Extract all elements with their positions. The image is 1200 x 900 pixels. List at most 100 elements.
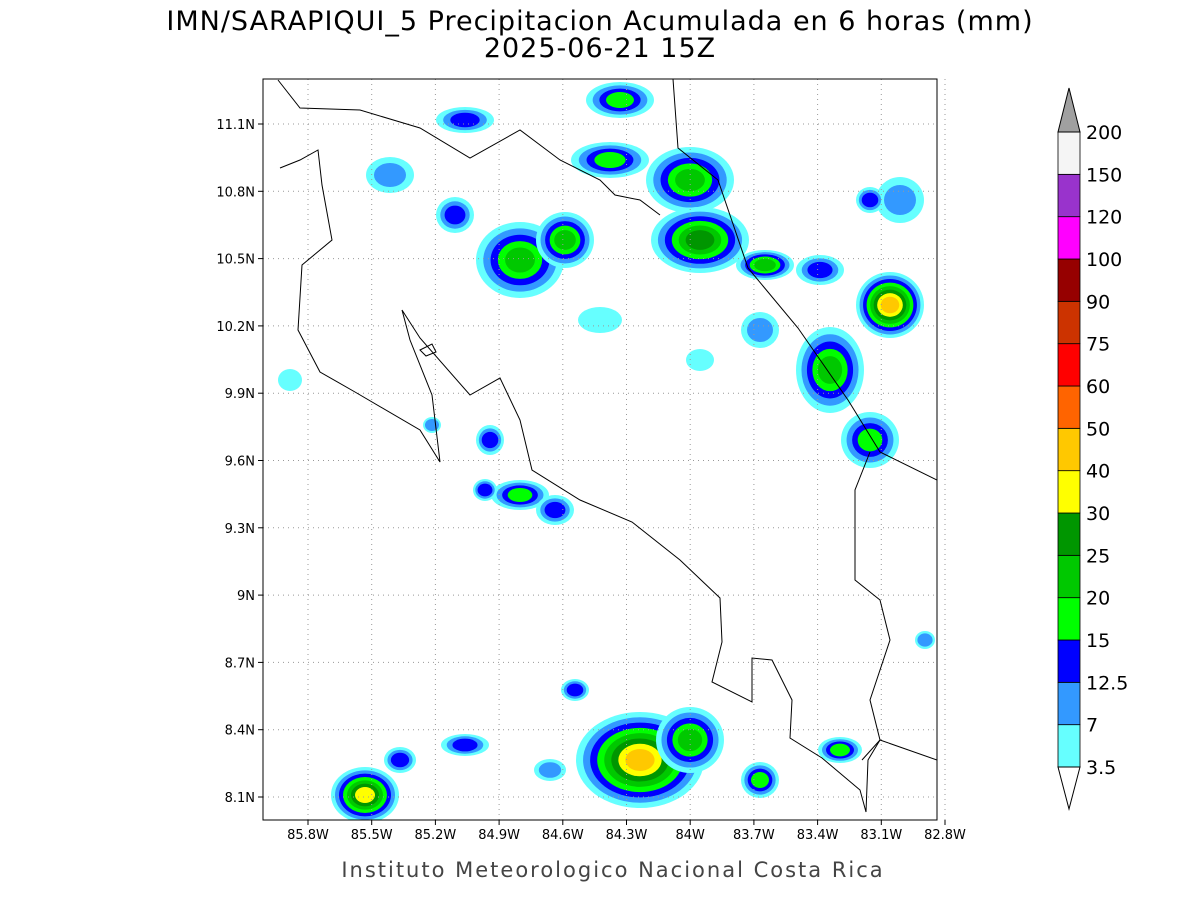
- precip-area: [686, 349, 714, 371]
- lat-tick-label: 9.9N: [225, 387, 255, 402]
- colorbar-segment: [1057, 554, 1081, 599]
- precip-area: [390, 752, 410, 768]
- precip-area: [830, 743, 850, 757]
- colorbar-over: [1057, 87, 1081, 133]
- lat-tick-label: 8.4N: [225, 724, 255, 739]
- colorbar-label: 90: [1086, 291, 1110, 313]
- map-area: [263, 79, 937, 820]
- lon-tick-label: 85.8W: [287, 828, 329, 843]
- precip-area: [444, 205, 466, 225]
- precip-area: [507, 488, 533, 502]
- coastlines: [277, 79, 937, 813]
- precip-area: [685, 230, 715, 250]
- precip-area: [747, 318, 773, 342]
- lon-tick-label: 84.3W: [606, 828, 648, 843]
- precip-area: [857, 428, 883, 452]
- colorbar-label: 200: [1086, 122, 1122, 144]
- colorbar-segment: [1057, 724, 1081, 768]
- precip-area: [450, 112, 480, 128]
- precip-area: [861, 192, 879, 208]
- precip-area: [278, 369, 302, 391]
- precip-area: [751, 772, 769, 788]
- colorbar-segment: [1057, 597, 1081, 641]
- lat-tick-label: 10.8N: [216, 185, 255, 200]
- colorbar-segment: [1057, 216, 1081, 260]
- colorbar-label: 15: [1086, 630, 1110, 652]
- map-frame: [262, 78, 938, 821]
- colorbar-label: 75: [1086, 334, 1110, 356]
- colorbar-label: 50: [1086, 418, 1110, 440]
- precip-area: [544, 501, 566, 519]
- precip-area: [481, 431, 499, 449]
- precip-area: [538, 762, 562, 778]
- lon-tick-label: 82.8W: [924, 828, 966, 843]
- lon-tick-label: 83.7W: [733, 828, 775, 843]
- precip-area: [505, 247, 535, 273]
- lon-tick-label: 84.9W: [478, 828, 520, 843]
- colorbar-segment: [1057, 639, 1081, 683]
- precip-area: [554, 230, 576, 250]
- lon-tick-label: 85.2W: [414, 828, 456, 843]
- colorbar-segment: [1057, 681, 1081, 726]
- colorbar-segment: [1057, 258, 1081, 302]
- precip-area: [817, 356, 843, 384]
- lon-tick-label: 83.4W: [797, 828, 839, 843]
- precip-area: [807, 261, 833, 279]
- precip-area: [355, 787, 375, 803]
- precip-area: [884, 185, 916, 215]
- colorbar-label: 12.5: [1086, 672, 1128, 694]
- subtitle: 2025-06-21 15Z: [484, 33, 716, 64]
- title: IMN/SARAPIQUI_5 Precipitacion Acumulada …: [166, 6, 1033, 37]
- colorbar-under: [1057, 766, 1081, 811]
- precip-area: [677, 728, 703, 752]
- colorbar-label: 30: [1086, 503, 1110, 525]
- colorbar: 3.5 7 12.5 15 20 25 30 40 50 60 75 90 100 120 150 200: [1057, 87, 1128, 811]
- colorbar-label: 40: [1086, 461, 1110, 483]
- precip-area: [452, 738, 478, 752]
- lon-tick-label: 84.6W: [542, 828, 584, 843]
- colorbar-label: 120: [1086, 207, 1122, 229]
- precip-area: [425, 419, 439, 431]
- lat-tick-label: 10.5N: [216, 253, 255, 268]
- border-south: [854, 451, 891, 761]
- lon-tick-label: 84W: [675, 828, 705, 843]
- colorbar-segment: [1057, 131, 1081, 175]
- colorbar-label: 60: [1086, 376, 1110, 398]
- colorbar-label: 7: [1086, 715, 1098, 737]
- lon-tick-label: 85.5W: [351, 828, 393, 843]
- colorbar-label: 3.5: [1086, 757, 1116, 779]
- lat-tick-label: 10.2N: [216, 320, 255, 335]
- colorbar-segment: [1057, 385, 1081, 429]
- colorbar-label: 20: [1086, 588, 1110, 610]
- lat-tick-label: 9N: [237, 589, 255, 604]
- lon-tick-label: 83.1W: [860, 828, 902, 843]
- precip-area: [566, 683, 584, 697]
- colorbar-segment: [1057, 343, 1081, 387]
- grid: [258, 79, 946, 825]
- pacific-coast: [279, 149, 937, 813]
- lake: [419, 343, 437, 357]
- precip-layer: [278, 82, 935, 820]
- lat-tick-label: 9.6N: [225, 455, 255, 470]
- precip-area: [625, 749, 655, 771]
- colorbar-label: 25: [1086, 545, 1110, 567]
- footer: Instituto Meteorologico Nacional Costa R…: [341, 858, 884, 882]
- colorbar-segment: [1057, 470, 1081, 514]
- lat-tick-label: 11.1N: [216, 118, 255, 133]
- colorbar-segment: [1057, 427, 1081, 472]
- colorbar-label: 150: [1086, 164, 1122, 186]
- lat-tick-label: 8.1N: [225, 791, 255, 806]
- precip-area: [880, 296, 900, 314]
- precip-area: [917, 633, 933, 647]
- colorbar-label: 100: [1086, 249, 1122, 271]
- precip-area: [594, 152, 626, 168]
- colorbar-segment: [1057, 512, 1081, 556]
- precip-area: [578, 307, 622, 333]
- precip-area: [374, 163, 406, 187]
- colorbar-segment: [1057, 173, 1081, 218]
- lat-tick-label: 8.7N: [225, 656, 255, 671]
- precip-area: [477, 483, 493, 497]
- precip-area: [754, 258, 776, 272]
- border-north: [277, 79, 661, 216]
